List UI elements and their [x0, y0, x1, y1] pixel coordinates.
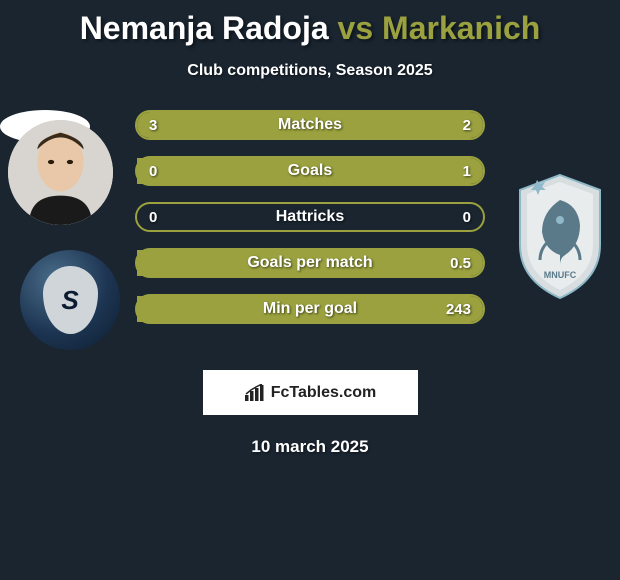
stat-bar: Min per goal 243 — [135, 294, 485, 324]
stat-value-right: 0 — [463, 209, 471, 226]
stat-value-right: 243 — [446, 301, 471, 318]
subtitle: Club competitions, Season 2025 — [0, 62, 620, 80]
player1-avatar — [8, 120, 113, 225]
stat-label: Hattricks — [276, 208, 344, 226]
comparison-content: S MNUFC 3 Matches 2 0 Goals 1 0 Hattricks 0 Goals… — [0, 110, 620, 360]
player2-name: Markanich — [382, 10, 540, 46]
chart-icon — [244, 384, 266, 402]
stat-value-left: 0 — [149, 209, 157, 226]
stat-label: Matches — [278, 116, 342, 134]
stat-value-right: 0.5 — [450, 255, 471, 272]
player1-name: Nemanja Radoja — [80, 10, 329, 46]
stat-value-left: 3 — [149, 117, 157, 134]
stat-value-right: 2 — [463, 117, 471, 134]
club-left-initial: S — [43, 266, 98, 334]
stat-bar: 3 Matches 2 — [135, 110, 485, 140]
stat-value-left: 0 — [149, 163, 157, 180]
comparison-title: Nemanja Radoja vs Markanich — [0, 0, 620, 47]
date-text: 10 march 2025 — [0, 437, 620, 457]
stat-label: Goals per match — [247, 254, 372, 272]
stat-label: Min per goal — [263, 300, 357, 318]
player1-club-badge: S — [20, 250, 120, 350]
stat-value-right: 1 — [463, 163, 471, 180]
club-right-text: MNUFC — [544, 270, 577, 280]
stat-bars: 3 Matches 2 0 Goals 1 0 Hattricks 0 Goals per mat… — [135, 110, 485, 340]
player2-club-badge: MNUFC — [510, 170, 610, 300]
vs-text: vs — [338, 10, 374, 46]
stat-bar: Goals per match 0.5 — [135, 248, 485, 278]
stat-bar: 0 Hattricks 0 — [135, 202, 485, 232]
branding-logo: FcTables.com — [203, 370, 418, 415]
branding-text: FcTables.com — [271, 384, 377, 402]
stat-label: Goals — [288, 162, 332, 180]
stat-bar: 0 Goals 1 — [135, 156, 485, 186]
